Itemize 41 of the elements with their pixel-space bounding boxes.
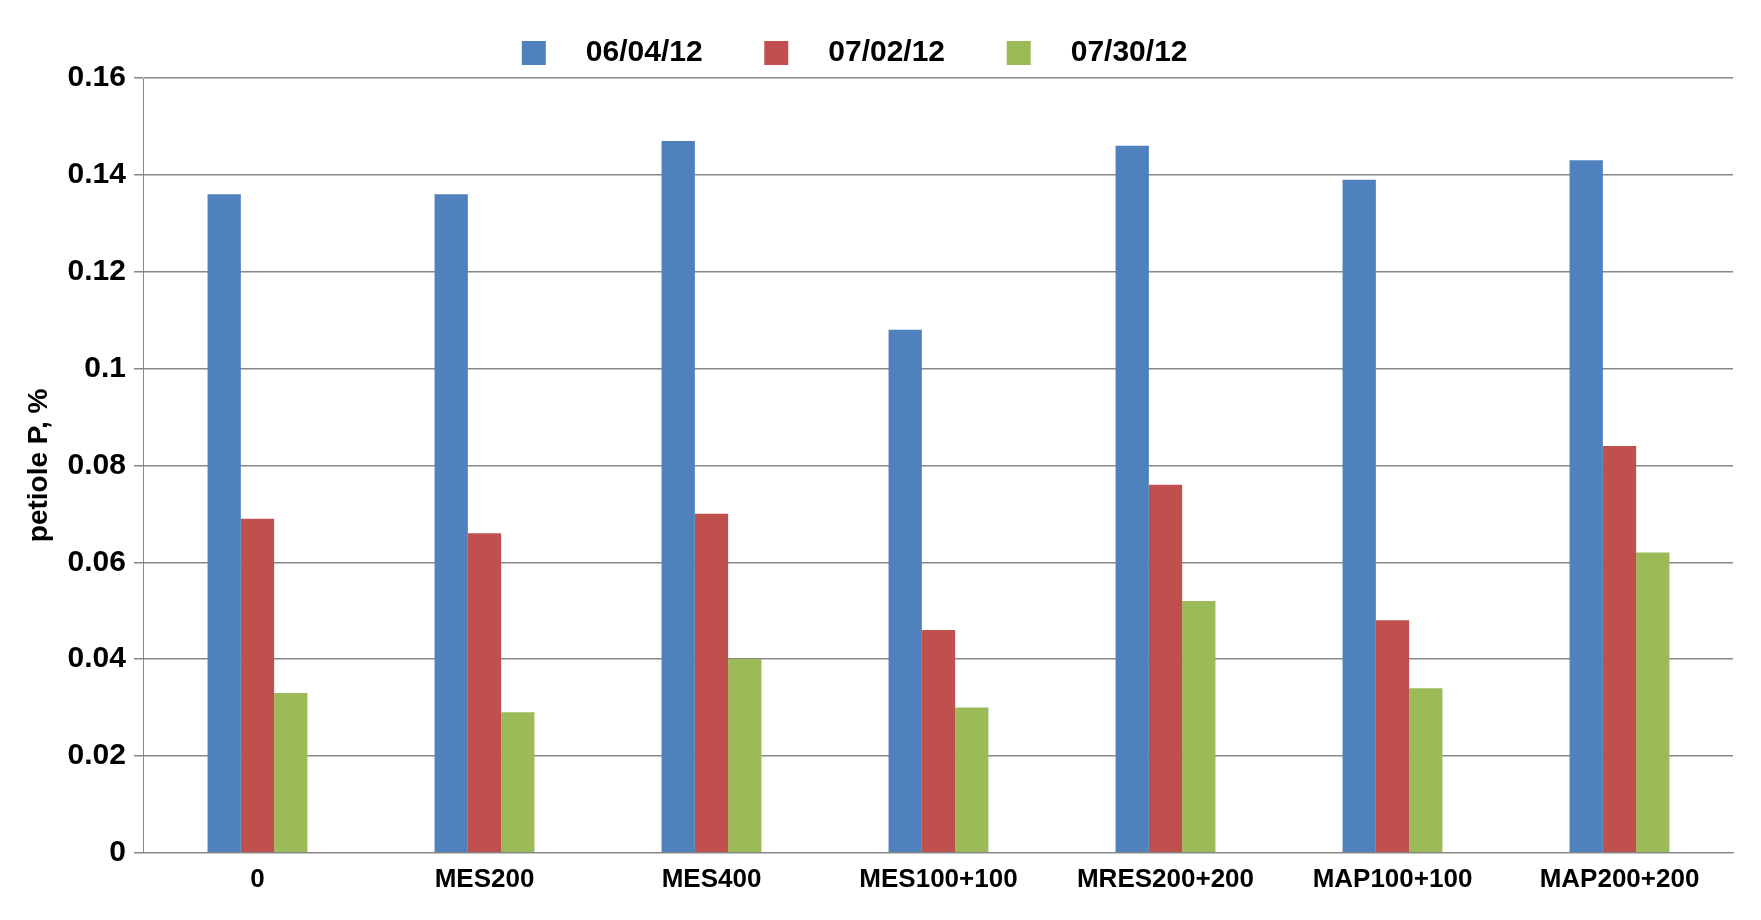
bar xyxy=(1342,179,1376,853)
x-tick-label: MAP200+200 xyxy=(1539,862,1700,893)
bar xyxy=(207,194,241,853)
y-axis-title: petiole P, % xyxy=(21,388,53,543)
bar xyxy=(501,712,535,853)
y-tick-label: 0.04 xyxy=(67,640,127,674)
bar xyxy=(921,630,956,853)
bar xyxy=(955,707,989,853)
legend-label: 07/02/12 xyxy=(803,34,987,68)
y-tick-label: 0.1 xyxy=(84,349,126,383)
x-tick-label: MES100+100 xyxy=(859,862,1018,893)
x-tick-label: MES400 xyxy=(661,862,762,893)
bar xyxy=(1182,600,1216,853)
y-tick-label: 0.06 xyxy=(67,543,126,577)
y-tick-label: 0.16 xyxy=(67,59,126,93)
legend-label: 06/04/12 xyxy=(560,34,745,68)
y-tick-label: 0.12 xyxy=(67,252,126,286)
bar xyxy=(467,533,502,853)
bar xyxy=(1148,484,1183,853)
bar xyxy=(1409,688,1443,853)
bar xyxy=(888,329,922,853)
bar xyxy=(1636,552,1670,853)
y-tick-label: 0.14 xyxy=(67,156,127,190)
y-tick-label: 0.02 xyxy=(67,737,126,771)
x-tick-label: MRES200+200 xyxy=(1076,862,1255,893)
bar xyxy=(661,140,695,853)
bar xyxy=(434,194,468,853)
bar xyxy=(240,518,275,853)
bar xyxy=(1115,145,1149,853)
x-tick-label: 0 xyxy=(250,862,265,893)
bar xyxy=(728,659,762,853)
bar xyxy=(694,513,729,853)
x-tick-label: MES200 xyxy=(434,862,535,893)
legend-label: 07/30/12 xyxy=(1045,34,1230,68)
x-tick-label: MAP100+100 xyxy=(1312,862,1473,893)
y-tick-label: 0 xyxy=(109,834,126,868)
bar xyxy=(1602,446,1637,853)
bar xyxy=(1375,620,1410,853)
y-tick-label: 0.08 xyxy=(67,446,126,480)
bar xyxy=(1569,160,1603,853)
bar xyxy=(274,693,308,853)
